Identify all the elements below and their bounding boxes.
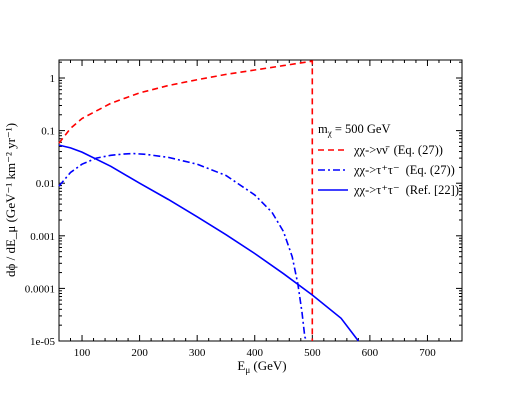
x-tick-label: 600: [362, 347, 379, 359]
y-tick-label: 0.001: [30, 231, 55, 243]
x-tick-label: 700: [419, 347, 436, 359]
x-axis-title: Eμ (GeV): [237, 358, 286, 375]
y-tick-label: 0.01: [36, 178, 55, 190]
axis-ticks: 100 200 300 400 500 600 700 1e-05 0.0001 0.001 0.0…: [25, 60, 463, 359]
series-lines: [58, 60, 360, 342]
series-line-3: [58, 144, 360, 342]
x-tick-label: 100: [74, 347, 91, 359]
y-tick-label: 0.1: [41, 126, 55, 138]
legend-label-1: χχ->νν̄ (Eq. (27)): [353, 143, 443, 157]
legend: mχ = 500 GeV χχ->νν̄ (Eq. (27)) χχ->τ⁺τ⁻ (E…: [318, 122, 459, 197]
y-axis-title: dϕ / dE_μ (GeV⁻¹ km⁻² yr⁻¹): [3, 123, 18, 277]
series-line-1: [58, 60, 314, 341]
x-tick-label: 500: [304, 347, 321, 359]
series-line-2: [58, 152, 308, 342]
plot-frame: [58, 59, 463, 342]
legend-label-2: χχ->τ⁺τ⁻ (Eq. (27)): [353, 163, 455, 177]
legend-title: mχ = 500 GeV: [318, 122, 391, 138]
y-tick-label: 1e-05: [30, 336, 56, 348]
legend-label-3: χχ->τ⁺τ⁻ (Ref. [22]): [353, 183, 459, 197]
x-tick-label: 200: [131, 347, 148, 359]
y-tick-label: 1: [50, 73, 56, 85]
y-tick-label: 0.0001: [25, 283, 55, 295]
x-tick-label: 400: [246, 347, 263, 359]
x-tick-label: 300: [189, 347, 206, 359]
